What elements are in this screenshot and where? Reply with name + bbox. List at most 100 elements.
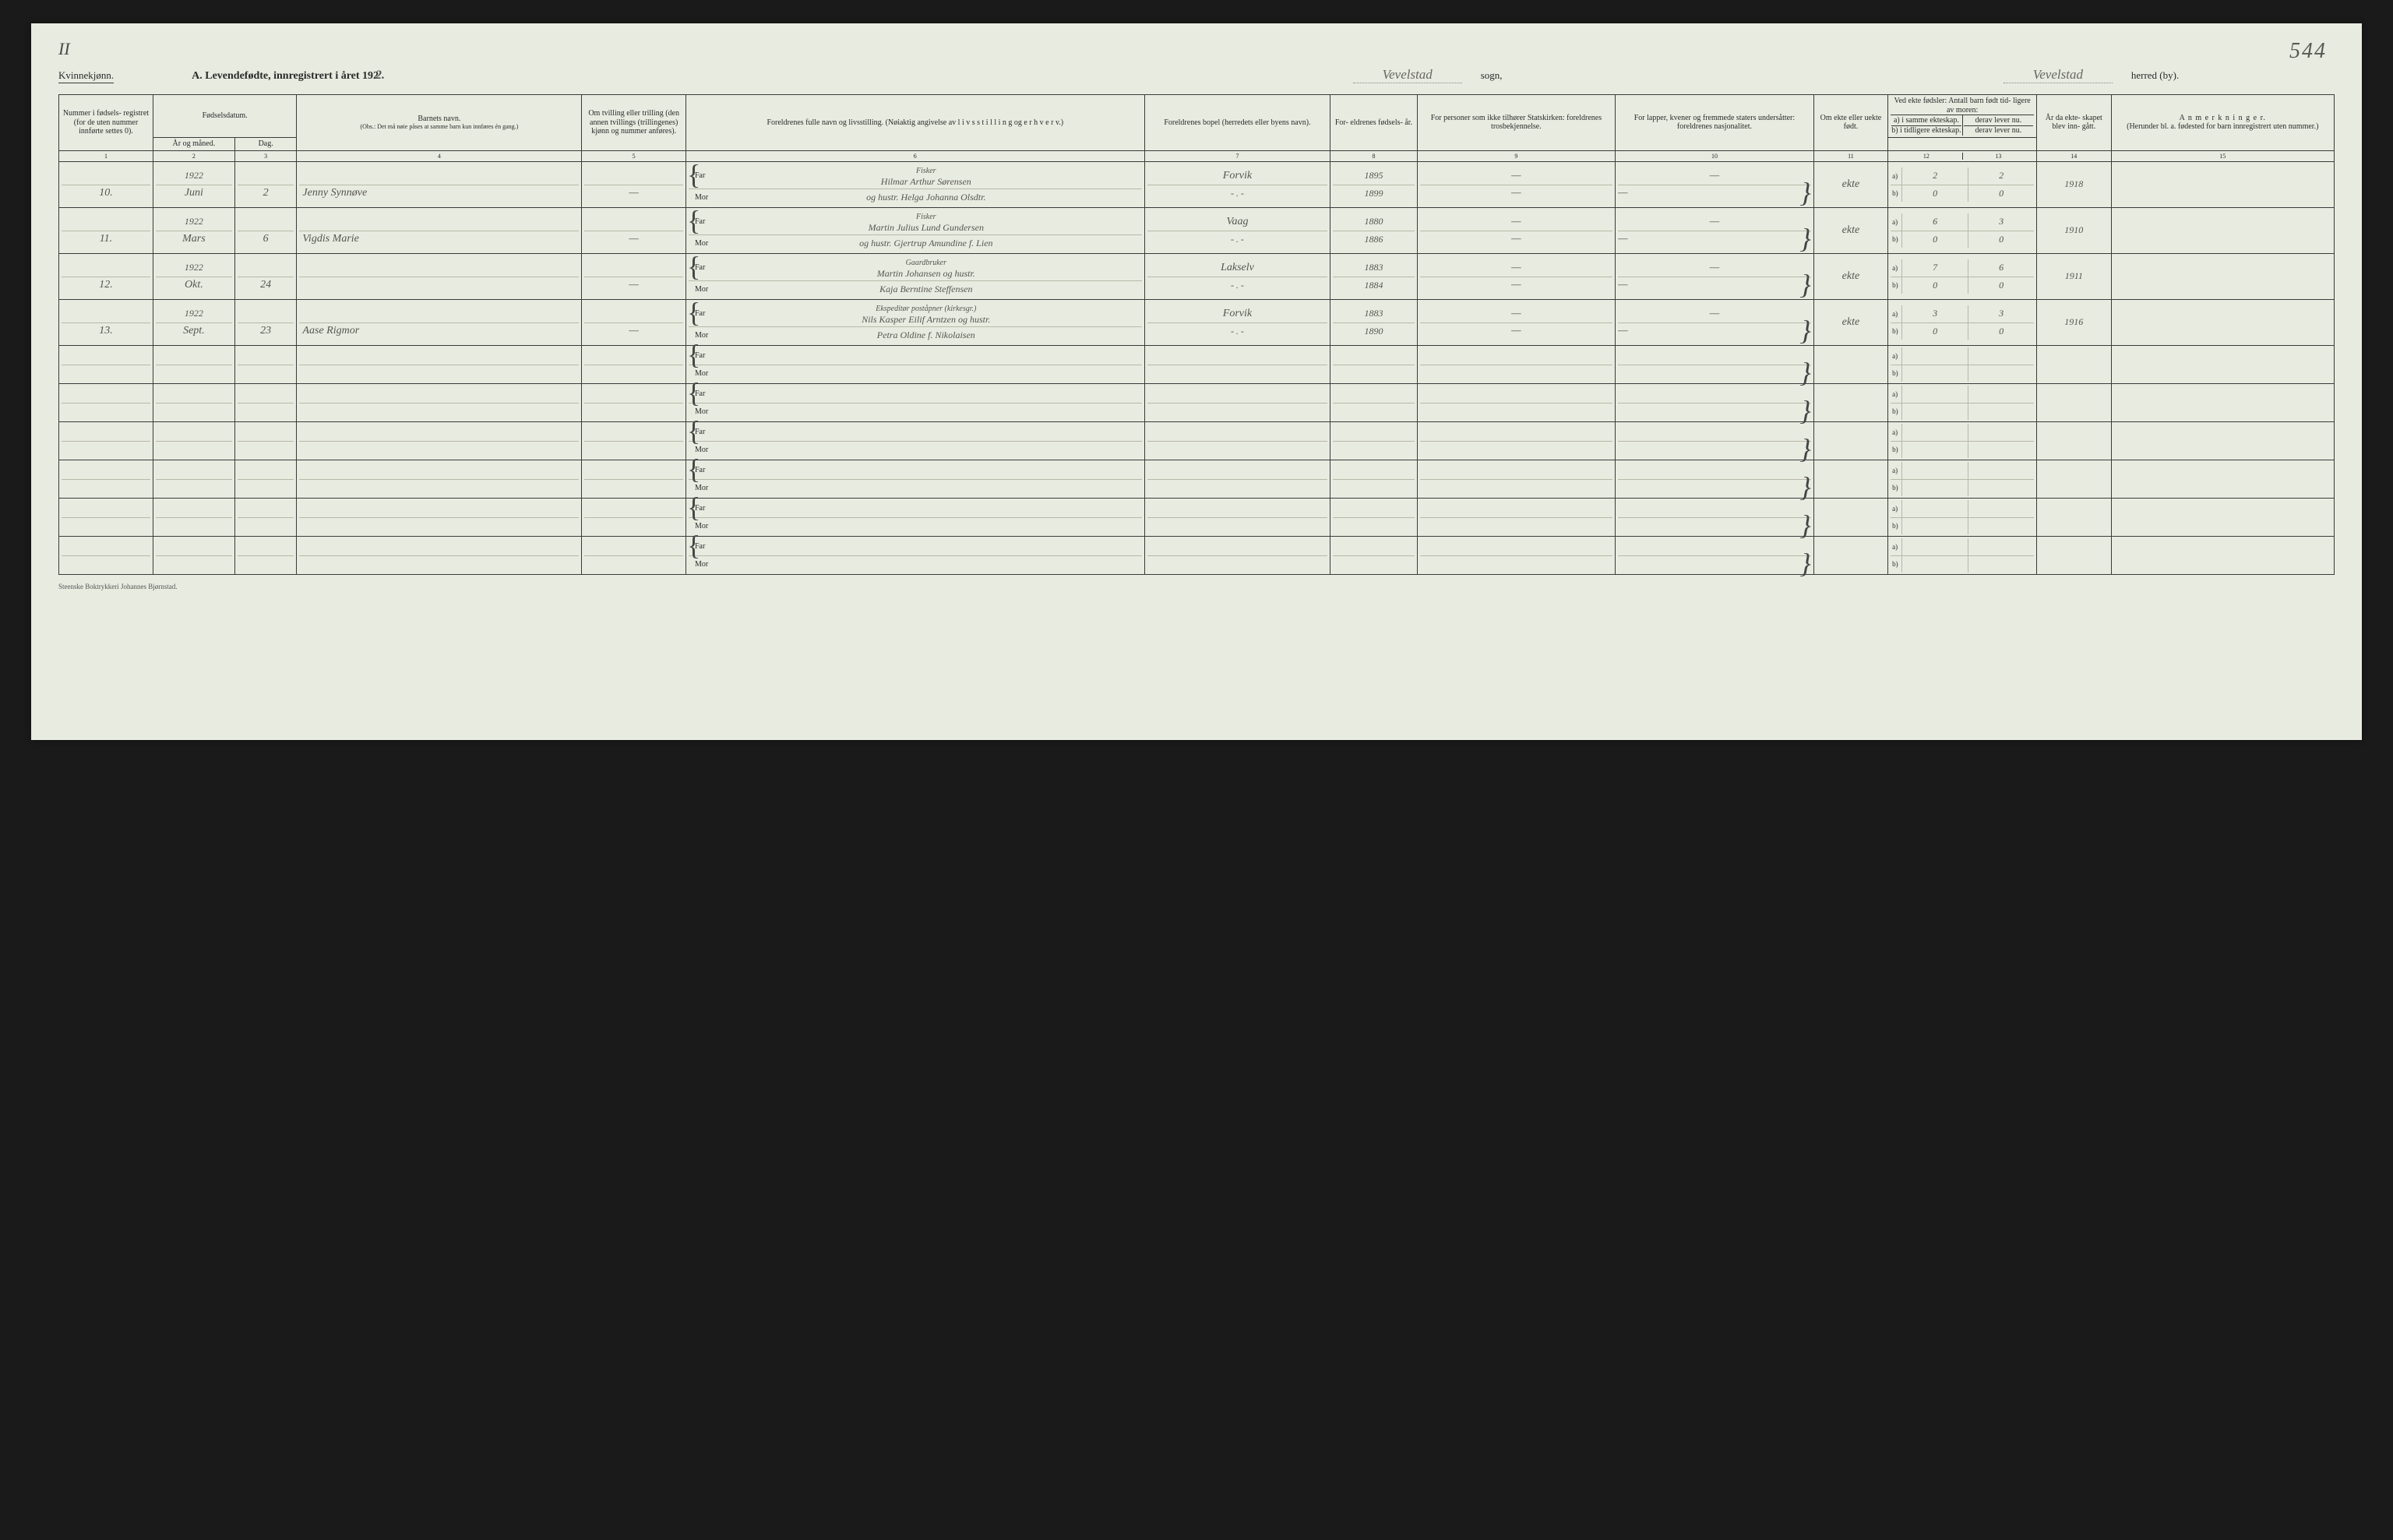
cell-marriage-year <box>2037 536 2111 574</box>
cell-religion: — — <box>1417 253 1616 299</box>
mor-value <box>710 411 1142 412</box>
mor-value: og hustr. Gjertrup Amundine f. Lien <box>710 237 1142 250</box>
col-4-title: Barnets navn. <box>299 115 579 124</box>
cell-parents: {Far GaardbrukerMartin Johansen og hustr… <box>685 253 1144 299</box>
a-label: a) <box>1891 386 1901 403</box>
col-6-header: Foreldrenes fulle navn og livsstilling. … <box>685 95 1144 151</box>
colnum: 11 <box>1813 150 1887 161</box>
cell-marriage-year: 1911 <box>2037 253 2111 299</box>
cell-bopel <box>1144 383 1330 421</box>
cell-birthyears <box>1330 421 1417 460</box>
cell-day <box>234 421 297 460</box>
cell-day <box>234 536 297 574</box>
table-row: {Far Mor } a) <box>59 460 2335 498</box>
cell-remarks <box>2111 299 2334 345</box>
cell-year-month: 1922 Mars <box>153 207 234 253</box>
mor-value: Kaja Berntine Steffensen <box>710 283 1142 296</box>
col-10-header: For lapper, kvener og fremmede staters u… <box>1616 95 1814 151</box>
far-value: Ekspeditør poståpner (kirkesgr.)Nils Kas… <box>710 301 1142 326</box>
cell-child-name <box>297 498 582 536</box>
cell-number <box>59 421 153 460</box>
cell-parents: {Far Mor <box>685 536 1144 574</box>
b-label: b) <box>1891 277 1901 294</box>
cell-child-name: Aase Rigmor <box>297 299 582 345</box>
a-label: a) <box>1891 462 1901 479</box>
col-13b: derav lever nu. <box>1964 125 2033 136</box>
a-label: a) <box>1891 305 1901 322</box>
cell-parents: {Far Mor <box>685 498 1144 536</box>
sogn-value: Vevelstad <box>1353 67 1462 83</box>
far-label: {Far <box>689 263 710 272</box>
cell-child-name: Jenny Synnøve <box>297 161 582 207</box>
cell-marriage-year <box>2037 460 2111 498</box>
title-prefix: A. Levendefødte, innregistrert i året 19… <box>192 70 379 82</box>
col-3-header: Dag. <box>234 138 297 151</box>
cell-bopel: Vaag - . - <box>1144 207 1330 253</box>
cell-marriage-year: 1918 <box>2037 161 2111 207</box>
mor-label: Mor <box>689 285 710 294</box>
colnum: 15 <box>2111 150 2334 161</box>
cell-child-name: Vigdis Marie <box>297 207 582 253</box>
page-number-handwritten: 544 <box>2289 39 2327 64</box>
colnum: 10 <box>1616 150 1814 161</box>
mor-value <box>710 525 1142 527</box>
sogn-label: sogn, <box>1481 69 1503 82</box>
col-2-group: Fødselsdatum. <box>153 95 297 138</box>
cell-twin <box>582 498 686 536</box>
mor-label: Mor <box>689 560 710 569</box>
cell-day <box>234 460 297 498</box>
cell-ekte: ekte <box>1813 161 1887 207</box>
mor-value <box>710 372 1142 374</box>
col-11-header: Om ekte eller uekte født. <box>1813 95 1887 151</box>
far-label: {Far <box>689 309 710 318</box>
cell-number: 11. <box>59 207 153 253</box>
gender-label: Kvinnekjønn. <box>58 69 114 83</box>
far-label: {Far <box>689 389 710 398</box>
far-label: {Far <box>689 466 710 474</box>
cell-parents: {Far Mor <box>685 345 1144 383</box>
cell-nationality: — —} <box>1616 299 1814 345</box>
cell-religion: — — <box>1417 207 1616 253</box>
cell-children-count: a) 2 2 b) 0 0 <box>1888 161 2037 207</box>
cell-day: 6 <box>234 207 297 253</box>
col-5-header: Om tvilling eller trilling (den annen tv… <box>582 95 686 151</box>
col-15-sub: (Herunder bl. a. fødested for barn innre… <box>2114 122 2331 132</box>
cell-nationality: } <box>1616 460 1814 498</box>
mor-label: Mor <box>689 484 710 492</box>
col-4-obs: (Obs.: Det må nøie påses at samme barn k… <box>299 123 579 130</box>
cell-children-count: a) 3 3 b) 0 0 <box>1888 299 2037 345</box>
far-value <box>710 355 1142 357</box>
top-marks: II 544 <box>58 39 2335 64</box>
cell-children-count: a) b) <box>1888 383 2037 421</box>
cell-marriage-year <box>2037 498 2111 536</box>
far-value <box>710 546 1142 548</box>
cell-year-month <box>153 421 234 460</box>
far-value <box>710 508 1142 509</box>
cell-nationality: — —} <box>1616 253 1814 299</box>
col-13a: derav lever nu. <box>1964 116 2033 125</box>
b-label: b) <box>1891 231 1901 248</box>
col-12-group: Ved ekte fødsler: Antall barn født tid- … <box>1888 95 2037 138</box>
far-value <box>710 393 1142 395</box>
mor-value <box>710 449 1142 450</box>
cell-bopel <box>1144 460 1330 498</box>
cell-parents: {Far Mor <box>685 460 1144 498</box>
a-label: a) <box>1891 259 1901 277</box>
cell-number: 12. <box>59 253 153 299</box>
cell-number: 13. <box>59 299 153 345</box>
far-label: {Far <box>689 504 710 513</box>
cell-twin: — <box>582 253 686 299</box>
col-2-header: År og måned. <box>153 138 234 151</box>
cell-birthyears <box>1330 345 1417 383</box>
cell-ekte: ekte <box>1813 207 1887 253</box>
col-12b: b) i tidligere ekteskap. <box>1891 125 1961 136</box>
colnum: 1213 <box>1888 150 2037 161</box>
cell-day <box>234 345 297 383</box>
cell-nationality: } <box>1616 383 1814 421</box>
cell-children-count: a) b) <box>1888 421 2037 460</box>
cell-twin: — <box>582 161 686 207</box>
cell-birthyears <box>1330 536 1417 574</box>
cell-year-month <box>153 536 234 574</box>
table-row: 13. 1922 Sept. 23 Aase Rigmor — {Far Eks… <box>59 299 2335 345</box>
a-label: a) <box>1891 500 1901 517</box>
